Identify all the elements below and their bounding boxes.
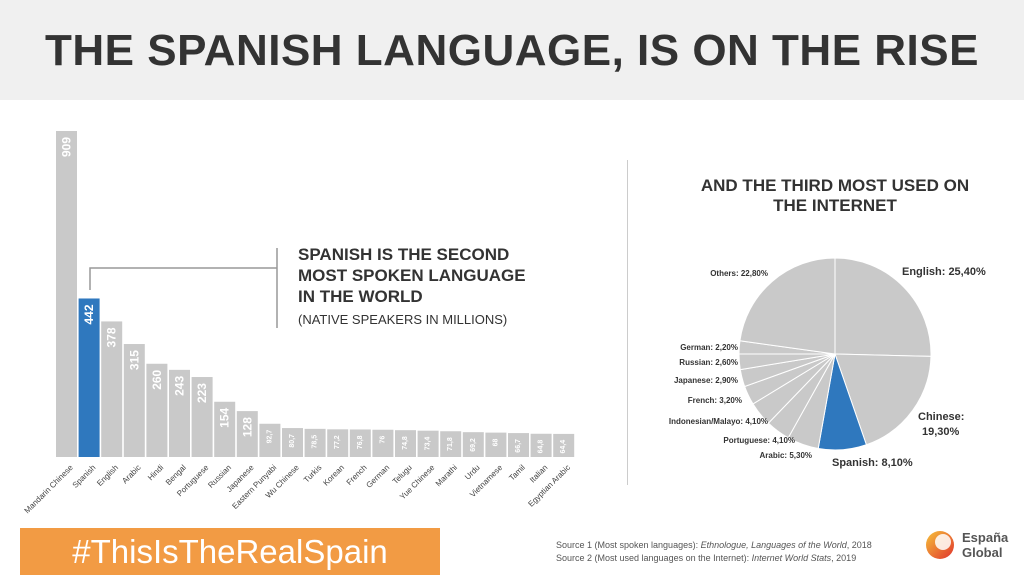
callout-line-3: IN THE WORLD xyxy=(298,287,423,306)
bar-mandarin-chinese xyxy=(56,131,77,457)
bar-value-label: 909 xyxy=(60,137,74,157)
bar-value-label: 68 xyxy=(492,439,499,447)
bar-value-label: 78,5 xyxy=(312,435,319,449)
bar-spanish xyxy=(78,298,100,457)
category-label: Tamil xyxy=(507,463,527,483)
bar-value-label: 80,7 xyxy=(289,434,296,448)
bar-value-label: 154 xyxy=(218,407,232,427)
logo-line-2: Global xyxy=(962,545,1003,560)
bar-arabic xyxy=(123,344,145,457)
pie-slice-english xyxy=(834,257,932,357)
category-label: English xyxy=(95,463,120,488)
source-1-suffix: , 2018 xyxy=(846,540,872,550)
category-label: Urdu xyxy=(463,463,482,482)
bar-tamil xyxy=(508,433,529,457)
bar-german xyxy=(372,429,394,457)
bar-telugu xyxy=(395,430,416,457)
source-2-title: Internet World Stats xyxy=(751,553,832,563)
source-2-prefix: Source 2 (Most used languages on the Int… xyxy=(556,553,752,563)
bar-value-label: 73,4 xyxy=(425,437,432,451)
bar-japanese xyxy=(236,411,258,457)
pie-label: Portuguese: 4,10% xyxy=(723,436,795,445)
pie-label: Chinese: 19,30% xyxy=(918,411,964,438)
category-label: German xyxy=(364,463,391,490)
bar-portuguese xyxy=(191,377,213,457)
section-divider xyxy=(627,160,628,485)
bar-marathi xyxy=(440,431,462,457)
bar-value-label: 71,8 xyxy=(447,437,454,451)
bar-value-label: 76 xyxy=(379,436,386,444)
bar-value-label: 128 xyxy=(240,417,254,437)
bar-turkis xyxy=(304,428,326,457)
bar-italian xyxy=(530,433,552,457)
bar-russian xyxy=(214,401,236,457)
callout-title: SPANISH IS THE SECOND MOST SPOKEN LANGUA… xyxy=(298,244,618,307)
pie-chart: English: 25,40% Chinese: 19,30% Spanish: 8,… xyxy=(669,257,986,469)
category-label: Mandarin Chinese xyxy=(23,463,76,516)
pie-heading: AND THE THIRD MOST USED ON THE INTERNET xyxy=(655,176,1015,216)
bar-value-label: 77,2 xyxy=(334,435,341,449)
bar-wu-chinese xyxy=(282,428,303,457)
source-2: Source 2 (Most used languages on the Int… xyxy=(556,553,856,563)
bar-hindi xyxy=(146,363,168,457)
hashtag-banner: #ThisIsTheRealSpain xyxy=(20,528,440,575)
bar-eastern-punyabi xyxy=(259,423,281,457)
pie-label: Spanish: 8,10% xyxy=(832,457,913,469)
header-band xyxy=(0,0,1024,100)
callout-subtitle: (NATIVE SPEAKERS IN MILLIONS) xyxy=(298,312,508,327)
source-1-prefix: Source 1 (Most spoken languages): xyxy=(556,540,701,550)
bar-value-label: 223 xyxy=(195,383,209,403)
bar-french xyxy=(349,429,371,457)
bar-value-label: 64,4 xyxy=(560,440,567,454)
pie-label: Others: 22,80% xyxy=(710,269,768,278)
bar-value-label: 92,7 xyxy=(266,430,273,444)
callout-line-2: MOST SPOKEN LANGUAGE xyxy=(298,266,526,285)
category-label: Marathi xyxy=(434,463,459,488)
pie-label: German: 2,20% xyxy=(680,343,738,352)
page-title: THE SPANISH LANGUAGE, IS ON THE RISE xyxy=(45,26,979,75)
bar-value-label: 74,8 xyxy=(402,436,409,450)
source-1-title: Ethnologue, Languages of the World xyxy=(700,540,847,550)
category-label: Egyptian Arabic xyxy=(526,463,572,509)
bar-value-label: 442 xyxy=(82,304,96,324)
bar-value-label: 315 xyxy=(127,350,141,370)
bar-yue-chinese xyxy=(417,430,439,457)
bar-value-label: 69,2 xyxy=(470,438,477,452)
pie-label: Japanese: 2,90% xyxy=(674,376,738,385)
bar-egyptian-arabic xyxy=(553,433,575,457)
bar-value-label: 260 xyxy=(150,369,164,389)
callout-line-1: SPANISH IS THE SECOND xyxy=(298,245,510,264)
bar-korean xyxy=(327,429,349,457)
pie-label: Indonesian/Malayo: 4,10% xyxy=(669,417,768,426)
bar-bengal xyxy=(169,369,190,457)
bar-value-label: 76,8 xyxy=(357,435,364,449)
bar-vietnamese xyxy=(485,432,507,457)
pie-label: French: 3,20% xyxy=(688,396,742,405)
pie-heading-line-2: THE INTERNET xyxy=(773,196,897,215)
bar-english xyxy=(101,321,123,457)
pie-label: Arabic: 5,30% xyxy=(760,451,812,460)
bar-value-label: 243 xyxy=(173,376,187,396)
bar-value-label: 66,7 xyxy=(515,439,522,453)
category-label: Hindi xyxy=(146,463,165,482)
bar-value-label: 378 xyxy=(105,327,119,347)
pie-heading-line-1: AND THE THIRD MOST USED ON xyxy=(700,176,970,195)
espana-global-logo-icon xyxy=(926,531,954,559)
bar-urdu xyxy=(462,432,484,457)
category-label: Arabic xyxy=(120,463,142,485)
pie-slice-others xyxy=(739,257,836,355)
callout-bracket xyxy=(89,267,277,290)
pie-label: English: 25,40% xyxy=(902,266,986,278)
source-1: Source 1 (Most spoken languages): Ethnol… xyxy=(556,540,872,550)
logo-text: España Global xyxy=(962,530,1008,560)
bar-value-label: 64,8 xyxy=(538,440,545,454)
source-2-suffix: , 2019 xyxy=(831,553,857,563)
pie-label: Russian: 2,60% xyxy=(679,358,738,367)
logo-line-1: España xyxy=(962,530,1009,545)
category-label: Korean xyxy=(321,463,346,488)
category-label: Spanish xyxy=(71,463,98,490)
